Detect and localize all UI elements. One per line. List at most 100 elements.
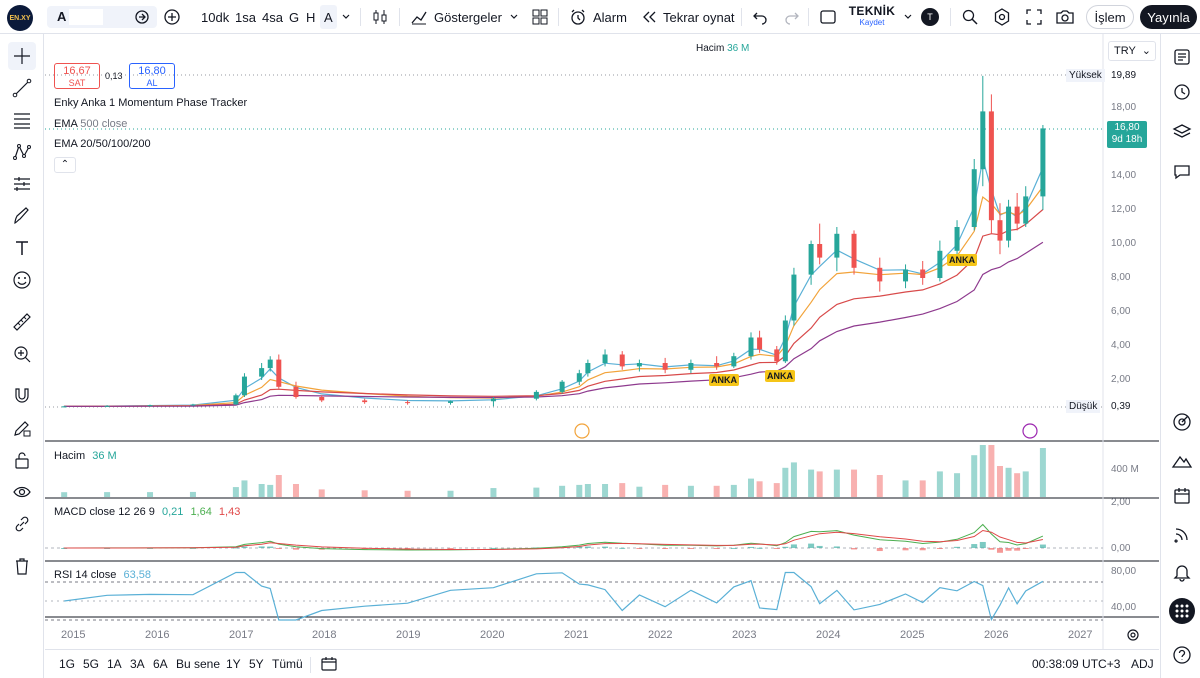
buy-button[interactable]: 16,80 AL bbox=[129, 63, 175, 89]
profile-logo[interactable]: EN.XY bbox=[7, 5, 33, 31]
candle-body bbox=[851, 233, 857, 268]
indicator-legend-ema500[interactable]: EMA 500 close bbox=[54, 118, 127, 130]
link-icon[interactable] bbox=[8, 510, 36, 538]
macd-params: close 12 26 9 bbox=[89, 506, 155, 518]
apps-grid-icon[interactable] bbox=[1169, 598, 1195, 624]
indicators-button[interactable]: Göstergeler bbox=[410, 0, 502, 34]
macd-histogram-bar bbox=[404, 548, 411, 549]
layout-name[interactable]: TEKNİK Kaydet bbox=[846, 4, 898, 27]
chat-icon[interactable] bbox=[1169, 159, 1195, 185]
range-1g[interactable]: 1G bbox=[59, 657, 76, 671]
trash-icon[interactable] bbox=[8, 552, 36, 580]
chevron-down-icon[interactable] bbox=[903, 0, 913, 34]
camera-icon[interactable] bbox=[1055, 0, 1075, 34]
symbol-search[interactable]: A bbox=[47, 6, 157, 28]
layouts-icon[interactable] bbox=[531, 0, 549, 34]
adjustment-toggle[interactable]: ADJ bbox=[1131, 657, 1154, 671]
interval-h[interactable]: H bbox=[306, 9, 316, 25]
interval-4sa[interactable]: 4sa bbox=[262, 9, 283, 25]
fullscreen-box-icon[interactable] bbox=[819, 0, 837, 34]
candles-icon[interactable] bbox=[371, 0, 389, 34]
range-1y[interactable]: 1Y bbox=[226, 657, 241, 671]
range-5y[interactable]: 5Y bbox=[249, 657, 264, 671]
range-ytd[interactable]: Bu sene bbox=[176, 657, 221, 671]
quick-search-icon[interactable] bbox=[961, 0, 979, 34]
interval-10dk[interactable]: 10dk bbox=[201, 9, 230, 25]
lock-icon[interactable] bbox=[8, 446, 36, 474]
time-tick: 2018 bbox=[312, 629, 337, 641]
interval-g[interactable]: G bbox=[289, 9, 300, 25]
signal-label[interactable]: ANKA bbox=[765, 370, 795, 382]
redo-icon[interactable] bbox=[784, 0, 800, 34]
interval-a[interactable]: A bbox=[320, 5, 337, 29]
bell-icon[interactable] bbox=[1169, 559, 1195, 585]
mountain-icon[interactable] bbox=[1169, 447, 1195, 473]
rsi-legend[interactable]: RSI 14 close 63,58 bbox=[54, 569, 151, 581]
chart-area[interactable]: 16,67 SAT 0,13 16,80 AL Enky Anka 1 Mome… bbox=[45, 34, 1159, 649]
calendar-icon[interactable] bbox=[1169, 483, 1195, 509]
brush-icon[interactable] bbox=[8, 202, 36, 230]
text-icon[interactable] bbox=[8, 234, 36, 262]
volume-bar bbox=[1022, 471, 1029, 497]
candle-body bbox=[774, 349, 780, 362]
trend-line-icon[interactable] bbox=[8, 74, 36, 102]
chevron-down-icon[interactable] bbox=[341, 0, 351, 34]
replay-button[interactable]: Tekrar oynat bbox=[641, 0, 735, 34]
volume-bar bbox=[232, 487, 239, 497]
watchlist-icon[interactable] bbox=[1169, 44, 1195, 70]
signal-label[interactable]: ANKA bbox=[709, 374, 739, 386]
range-1a[interactable]: 1A bbox=[107, 657, 122, 671]
volume-bar bbox=[756, 481, 763, 497]
layers-icon[interactable] bbox=[1169, 119, 1195, 145]
signal-label[interactable]: ANKA bbox=[947, 254, 977, 266]
forecast-icon[interactable] bbox=[8, 170, 36, 198]
chevron-down-icon[interactable] bbox=[509, 0, 519, 34]
settings-gear-icon[interactable] bbox=[993, 0, 1011, 34]
fullscreen-icon[interactable] bbox=[1025, 0, 1043, 34]
currency-select[interactable]: TRY ⌄ bbox=[1108, 41, 1156, 61]
target-icon[interactable] bbox=[1169, 409, 1195, 435]
ruler-icon[interactable] bbox=[8, 308, 36, 336]
compare-icon[interactable] bbox=[133, 0, 151, 34]
clock-timezone[interactable]: 00:38:09 UTC+3 bbox=[1032, 657, 1121, 671]
alerts-clock-icon[interactable] bbox=[1169, 79, 1195, 105]
emoji-icon[interactable] bbox=[8, 266, 36, 294]
volume-bar bbox=[816, 471, 823, 497]
interval-1sa[interactable]: 1sa bbox=[235, 9, 256, 25]
candle-body bbox=[490, 398, 496, 402]
range-all[interactable]: Tümü bbox=[272, 657, 303, 671]
volume-bar bbox=[318, 489, 325, 497]
zoom-in-icon[interactable] bbox=[8, 340, 36, 368]
avatar[interactable]: T bbox=[921, 8, 939, 26]
macd-histogram-bar bbox=[919, 548, 926, 551]
macd-signal-line bbox=[64, 529, 1043, 550]
lock-drawing-icon[interactable] bbox=[8, 414, 36, 442]
indicator-legend-ema-multi[interactable]: EMA 20/50/100/200 bbox=[54, 138, 151, 150]
collapse-legend-button[interactable]: ⌃ bbox=[54, 157, 76, 173]
alarm-button[interactable]: Alarm bbox=[569, 0, 627, 34]
indicator-legend-anka[interactable]: Enky Anka 1 Momentum Phase Tracker bbox=[54, 97, 248, 109]
volume-bar bbox=[971, 455, 978, 497]
undo-icon[interactable] bbox=[752, 0, 768, 34]
macd-legend[interactable]: MACD close 12 26 9 0,21 1,64 1,43 bbox=[54, 506, 240, 518]
horizontal-lines-icon[interactable] bbox=[8, 106, 36, 134]
macd-line bbox=[64, 523, 1044, 551]
publish-button[interactable]: Yayınla bbox=[1140, 5, 1197, 29]
crosshair-icon[interactable] bbox=[8, 42, 36, 70]
broadcast-icon[interactable] bbox=[1169, 521, 1195, 547]
magnet-icon[interactable] bbox=[8, 382, 36, 410]
date-range-icon[interactable] bbox=[320, 656, 338, 675]
trade-button[interactable]: İşlem bbox=[1086, 5, 1134, 29]
sell-button[interactable]: 16,67 SAT bbox=[54, 63, 100, 89]
high-label: Yüksek bbox=[1066, 69, 1105, 82]
range-3a[interactable]: 3A bbox=[130, 657, 145, 671]
help-icon[interactable] bbox=[1169, 642, 1195, 668]
add-symbol-icon[interactable] bbox=[163, 0, 181, 34]
chart-canvas[interactable] bbox=[45, 34, 1159, 649]
volume-legend[interactable]: Hacim 36 M bbox=[54, 450, 117, 462]
eye-icon[interactable] bbox=[8, 478, 36, 506]
pattern-icon[interactable] bbox=[8, 138, 36, 166]
range-6a[interactable]: 6A bbox=[153, 657, 168, 671]
macd-histogram-bar bbox=[636, 548, 643, 549]
range-5g[interactable]: 5G bbox=[83, 657, 100, 671]
